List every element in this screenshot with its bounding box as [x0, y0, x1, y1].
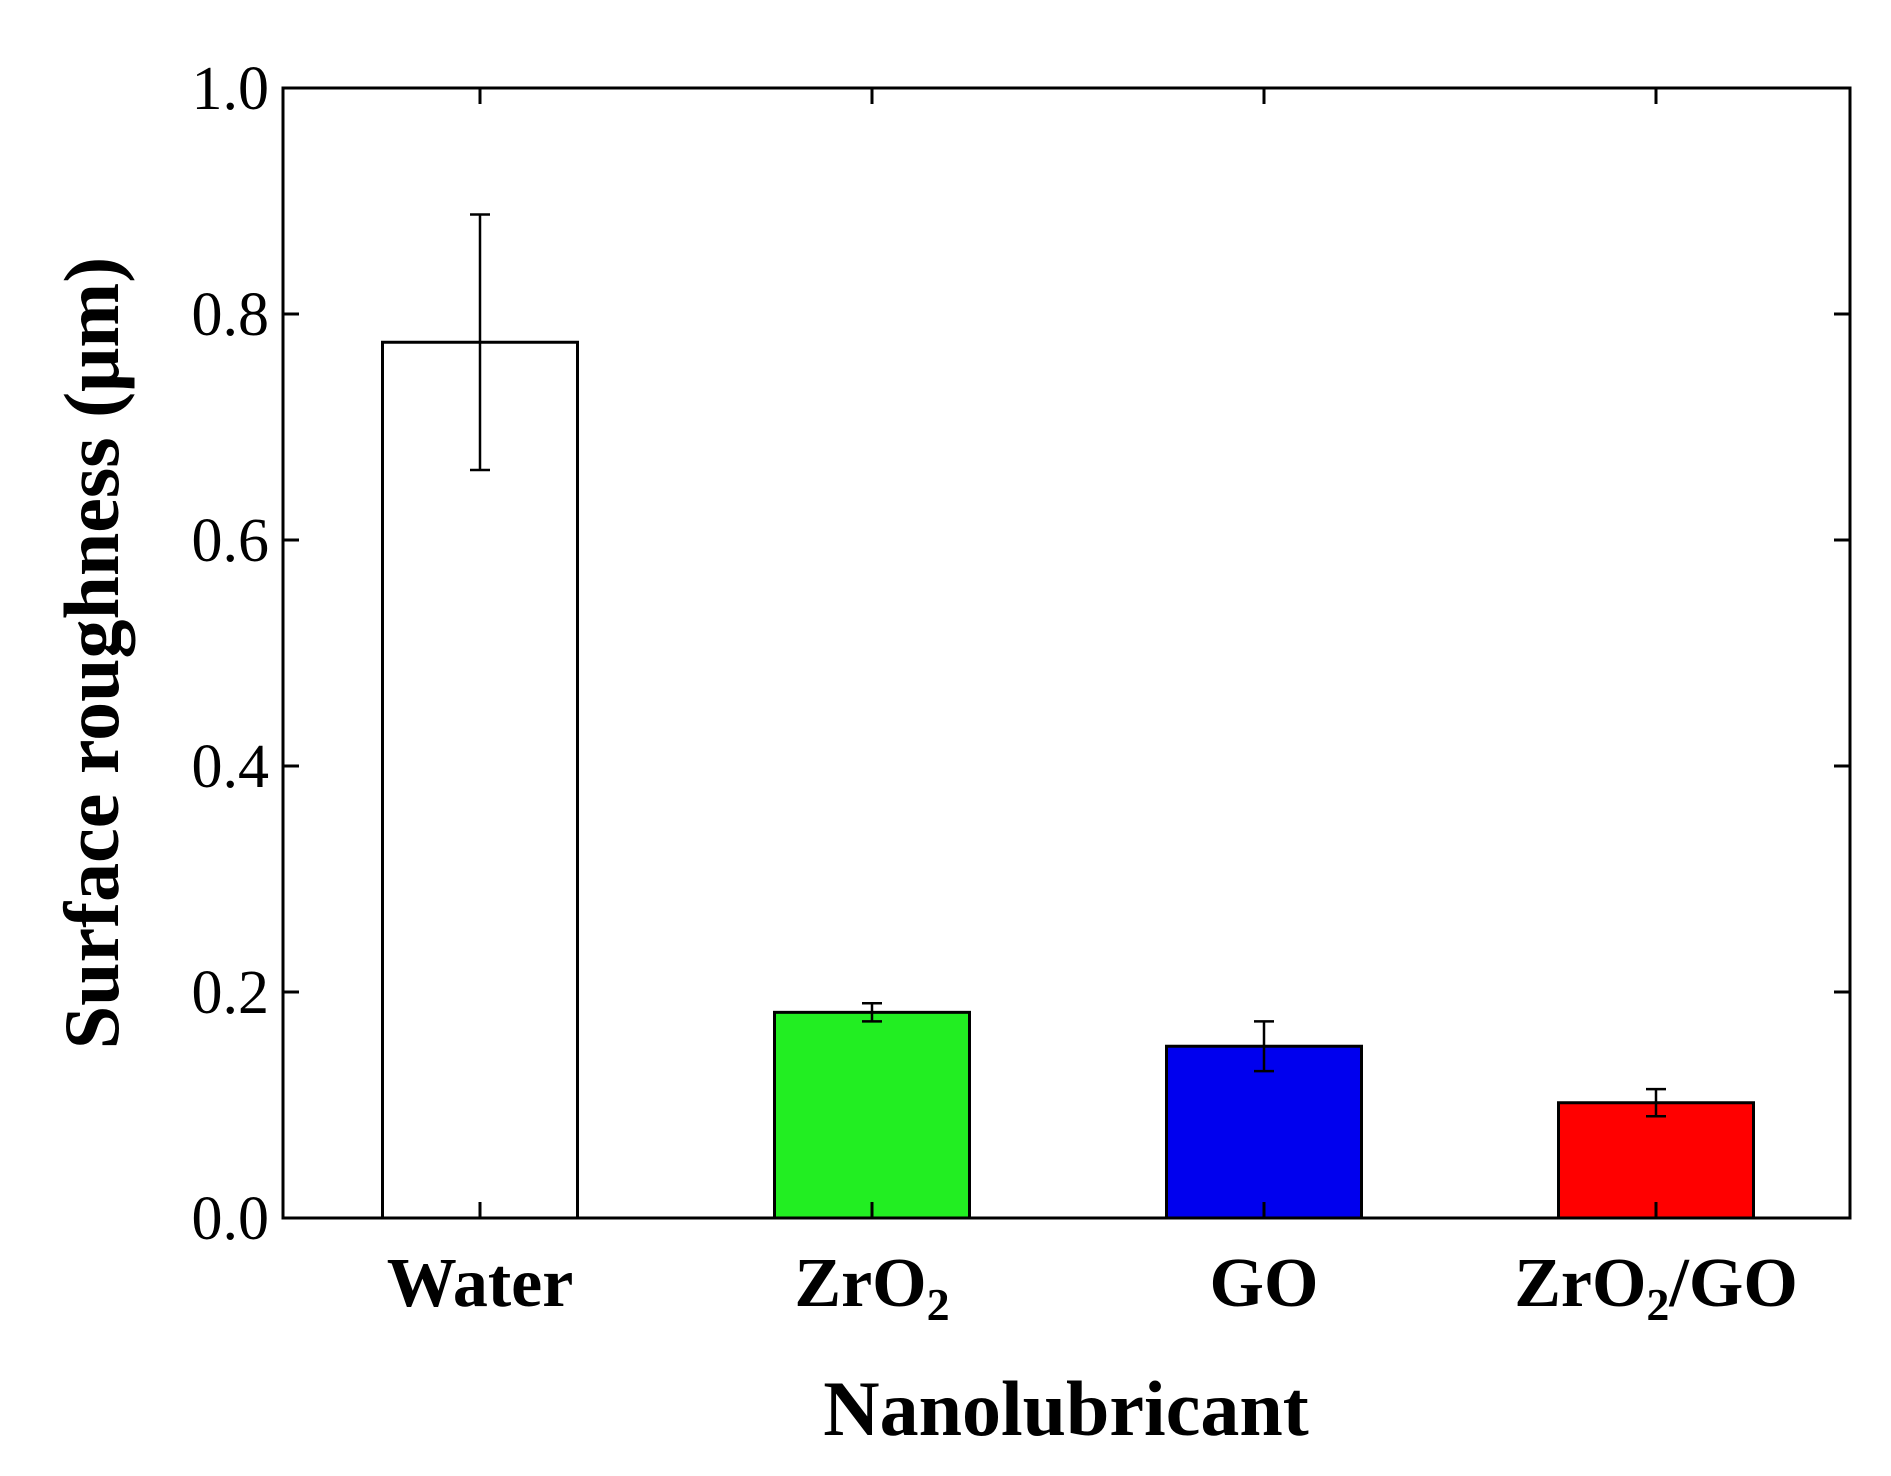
- x-category-label-0: Water: [387, 1245, 574, 1322]
- error-bars: [470, 213, 1666, 1118]
- y-tick-label-1: 0.2: [192, 959, 270, 1027]
- y-axis-title: Surface roughness (μm): [48, 257, 135, 1049]
- x-axis-category-labels: Water ZrO2 GO ZrO2/GO: [387, 1245, 1798, 1330]
- y-axis-ticks: [283, 86, 1850, 1220]
- y-tick-label-3: 0.6: [192, 507, 270, 575]
- plot-frame: [281, 86, 1852, 1220]
- bar-3: [1557, 1101, 1755, 1220]
- error-bar-1: [862, 1002, 882, 1023]
- x-category-label-1: ZrO2: [794, 1245, 949, 1330]
- y-tick-label-2: 0.4: [192, 733, 270, 801]
- bar-1: [773, 1010, 971, 1220]
- x-category-label-3: ZrO2/GO: [1514, 1245, 1798, 1330]
- error-bar-2: [1254, 1020, 1274, 1073]
- y-tick-label-0: 0.0: [192, 1185, 270, 1253]
- bar-0: [381, 340, 579, 1220]
- bar-2: [1165, 1044, 1363, 1220]
- y-axis-tick-labels: 0.0 0.2 0.4 0.6 0.8 1.0: [192, 55, 270, 1253]
- error-bar-3: [1646, 1087, 1666, 1118]
- x-axis-title: Nanolubricant: [823, 1365, 1308, 1452]
- y-tick-label-4: 0.8: [192, 281, 270, 349]
- bars: [381, 340, 1755, 1220]
- y-tick-label-5: 1.0: [192, 55, 270, 123]
- error-bar-0: [470, 213, 490, 472]
- x-category-label-2: GO: [1210, 1245, 1319, 1322]
